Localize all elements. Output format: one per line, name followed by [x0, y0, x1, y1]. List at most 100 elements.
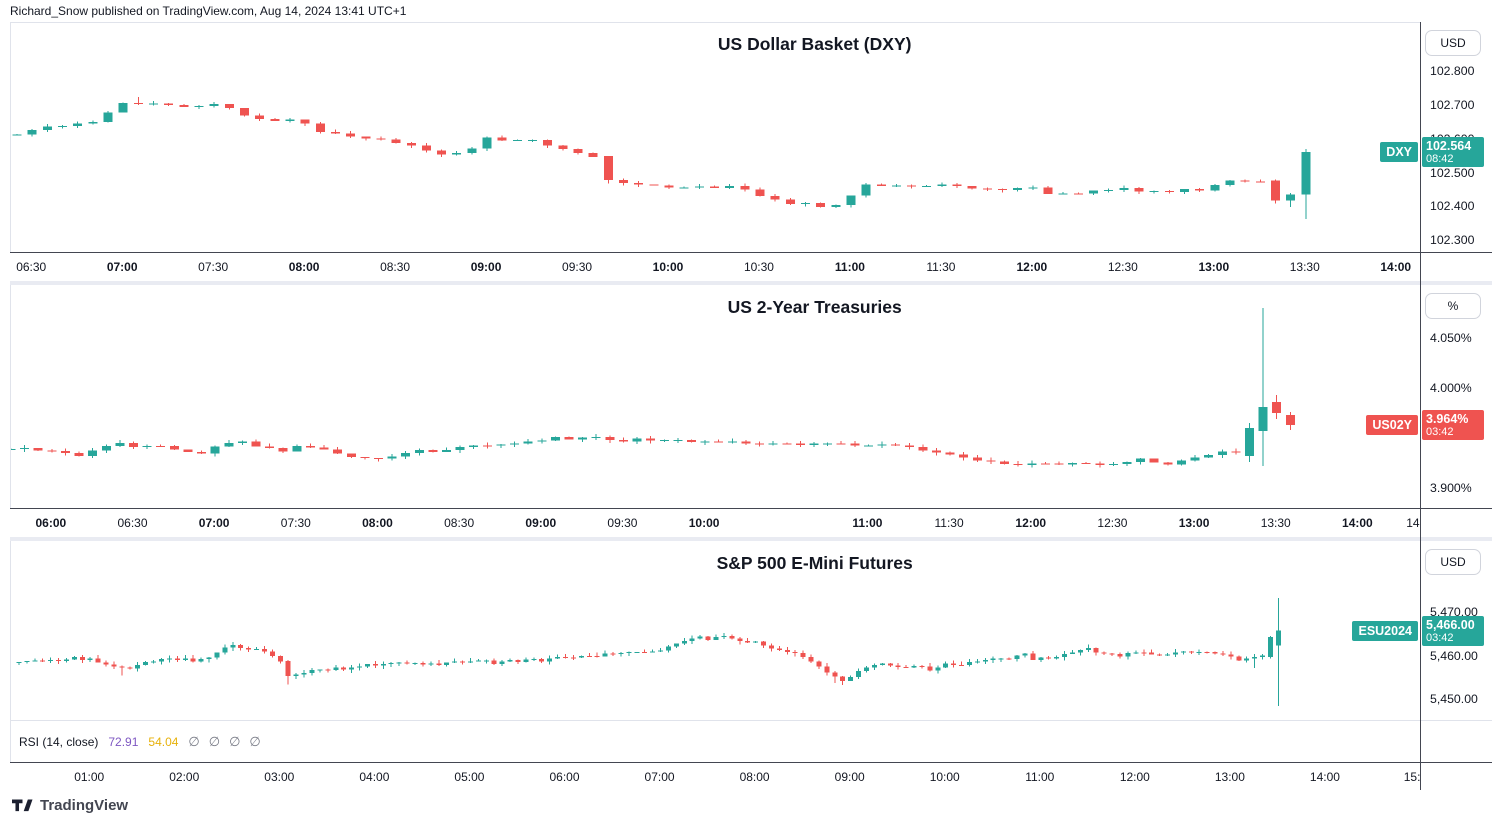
price-tick-label: 102.700 — [1430, 97, 1475, 112]
us02y-last-price-badge: 3.964% 03:42 — [1422, 410, 1484, 440]
price-tick-label: 102.500 — [1430, 165, 1475, 180]
time-tick-label: 09:00 — [834, 770, 865, 784]
time-tick-label: 07:00 — [106, 260, 138, 274]
time-tick-label: 12:30 — [1097, 516, 1128, 530]
esu2024-price-axis[interactable]: USD 5,466.00 03:42 5,470.00 5,460.00 5,450… — [1420, 541, 1492, 720]
rsi-value-2: 54.04 — [148, 735, 179, 749]
currency-unit-button[interactable]: USD — [1425, 549, 1481, 575]
esu2024-title: S&P 500 E-Mini Futures — [716, 553, 913, 573]
time-tick-label: 11:30 — [926, 260, 956, 274]
dxy-time-axis[interactable]: 06:30 07:00 07:30 08:00 08:30 09:00 09:30 10:00… — [10, 252, 1492, 281]
time-tick-label: 06:00 — [35, 516, 67, 530]
time-tick-label: 13:30 — [1260, 516, 1291, 530]
bar-countdown: 08:42 — [1426, 152, 1454, 165]
us02y-price-axis[interactable]: % 3.964% 03:42 4.050% 4.000% 3.900% — [1420, 285, 1492, 508]
time-tick-label: 07:00 — [644, 770, 675, 784]
rsi-indicator-label: RSI (14, close) — [19, 735, 99, 749]
time-tick-label: 11:00 — [1025, 770, 1055, 784]
time-tick-label: 02:00 — [169, 770, 200, 784]
time-tick-label: 09:00 — [525, 516, 557, 530]
rsi-indicator-pane[interactable]: RSI (14, close) 72.91 54.04 ∅ ∅ ∅ ∅ — [10, 720, 1492, 763]
bar-countdown: 03:42 — [1426, 426, 1454, 438]
tradingview-logo-text: TradingView — [40, 797, 129, 814]
time-tick-label: 13:00 — [1214, 770, 1245, 784]
time-tick-label: 14:00 — [1380, 260, 1412, 274]
currency-unit-button[interactable]: USD — [1425, 30, 1481, 56]
time-tick-label: 15: — [1403, 770, 1420, 784]
tradingview-logo-icon — [12, 799, 33, 812]
header-divider — [10, 22, 1492, 23]
us02y-time-axis[interactable]: 06:00 06:30 07:00 07:30 08:00 08:30 09:00 09:30… — [10, 508, 1492, 537]
esu2024-symbol-badge: ESU2024 — [1352, 620, 1418, 641]
attribution-text: Richard_Snow published on TradingView.co… — [10, 4, 407, 18]
time-tick-label: 10:00 — [688, 516, 720, 530]
time-tick-label: 06:30 — [16, 260, 47, 274]
price-tick-label: 3.900% — [1430, 481, 1472, 495]
esu2024-time-axis[interactable]: 01:00 02:00 03:00 04:00 05:00 06:00 07:00 08:00… — [10, 762, 1492, 791]
esu2024-candles — [16, 597, 1281, 707]
tradingview-logo[interactable]: TradingView — [12, 797, 128, 814]
bar-countdown: 03:42 — [1426, 631, 1454, 644]
esu2024-last-price-badge: 5,466.00 03:42 — [1422, 615, 1484, 646]
price-tick-label: 102.400 — [1430, 199, 1475, 214]
esu2024-chart-area[interactable]: S&P 500 E-Mini Futures — [10, 541, 1421, 720]
price-tick-label: 5,460.00 — [1430, 648, 1478, 663]
dxy-panel: US Dollar Basket (DXY) 06:30 07:00 07:30 08… — [0, 22, 1492, 281]
time-tick-label: 09:00 — [470, 260, 502, 274]
time-tick-label: 10:00 — [929, 770, 960, 784]
percent-unit-button[interactable]: % — [1425, 293, 1481, 319]
dxy-symbol-badge: DXY — [1380, 141, 1418, 162]
rsi-null-values: ∅ ∅ ∅ ∅ — [188, 734, 261, 749]
price-scale-border — [1420, 22, 1421, 790]
dxy-price-axis[interactable]: USD 102.564 08:42 102.800102.700102.6001… — [1420, 22, 1492, 252]
time-tick-label: 11:30 — [934, 516, 964, 530]
us02y-symbol-badge: US02Y — [1366, 415, 1418, 435]
time-tick-label: 13:30 — [1289, 260, 1320, 274]
time-tick-label: 08:30 — [380, 260, 411, 274]
time-tick-label: 06:30 — [117, 516, 148, 530]
time-tick-label: 07:00 — [198, 516, 230, 530]
time-tick-label: 08:30 — [444, 516, 475, 530]
time-tick-label: 07:30 — [280, 516, 311, 530]
price-tick-label: 5,450.00 — [1430, 692, 1478, 706]
rsi-value-1: 72.91 — [108, 735, 139, 749]
time-tick-label: 01:00 — [74, 770, 105, 784]
time-tick-label: 13:00 — [1198, 260, 1230, 274]
time-tick-label: 08:00 — [362, 516, 393, 530]
time-tick-label: 04:00 — [359, 770, 390, 784]
time-tick-label: 12:00 — [1119, 770, 1150, 784]
time-tick-label: 13:00 — [1178, 516, 1210, 530]
dxy-title: US Dollar Basket (DXY) — [717, 34, 912, 54]
time-tick-label: 08:00 — [739, 770, 770, 784]
time-tick-label: 03:00 — [264, 770, 295, 784]
panel-divider — [10, 280, 1492, 285]
us02y-title: US 2-Year Treasuries — [727, 297, 902, 317]
time-tick-label: 10:30 — [743, 260, 774, 274]
price-tick-label: 102.800 — [1430, 64, 1475, 79]
price-tick-label: 4.000% — [1430, 381, 1472, 395]
time-tick-label: 12:00 — [1016, 260, 1048, 274]
time-tick-label: 11:00 — [852, 516, 883, 530]
dxy-last-price-badge: 102.564 08:42 — [1422, 136, 1484, 167]
time-tick-label: 12:00 — [1015, 516, 1047, 530]
time-tick-label: 14: — [1406, 516, 1420, 530]
time-tick-label: 09:30 — [562, 260, 593, 274]
time-tick-label: 14:00 — [1342, 516, 1373, 530]
panel-divider — [10, 536, 1492, 541]
dxy-candles — [12, 97, 1311, 220]
time-tick-label: 05:00 — [454, 770, 485, 784]
price-tick-label: 102.300 — [1430, 233, 1475, 248]
dxy-chart-area[interactable]: US Dollar Basket (DXY) — [10, 22, 1421, 252]
time-tick-label: 08:00 — [288, 260, 320, 274]
us02y-panel: US 2-Year Treasuries 06:00 06:30 07:00 07:3… — [0, 285, 1492, 537]
us02y-candles — [11, 308, 1295, 468]
time-tick-label: 10:00 — [652, 260, 684, 274]
esu2024-panel: S&P 500 E-Mini Futures RSI (14, close) 7… — [0, 541, 1492, 791]
time-tick-label: 12:30 — [1107, 260, 1138, 274]
price-tick-label: 4.050% — [1430, 331, 1472, 345]
time-tick-label: 14:00 — [1309, 770, 1340, 784]
us02y-chart-area[interactable]: US 2-Year Treasuries — [10, 285, 1421, 508]
time-tick-label: 09:30 — [607, 516, 638, 530]
time-tick-label: 11:00 — [834, 260, 865, 274]
